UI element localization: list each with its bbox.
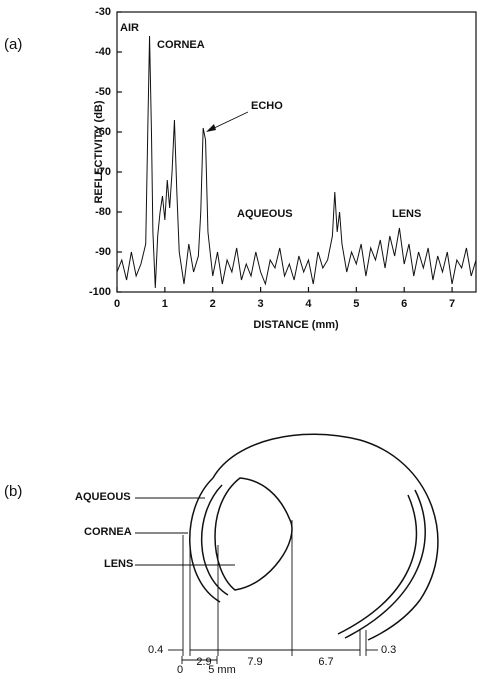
x-tick-label: 3 xyxy=(258,298,264,310)
scale-label: 5 mm xyxy=(208,664,236,675)
y-tick-label: -60 xyxy=(95,126,111,138)
annotation: CORNEA xyxy=(157,39,205,51)
x-tick-label: 5 xyxy=(353,298,359,310)
dimension-label: 2.9 xyxy=(196,656,211,668)
x-axis-label: DISTANCE (mm) xyxy=(253,319,339,331)
annotation: LENS xyxy=(392,208,421,220)
x-tick-label: 2 xyxy=(210,298,216,310)
x-tick-label: 7 xyxy=(449,298,455,310)
y-tick-label: -50 xyxy=(95,86,111,98)
sclera-inner xyxy=(337,494,418,635)
dimension-label: 7.9 xyxy=(247,656,262,668)
cornea-outer xyxy=(189,477,221,603)
dimension-label: 0.3 xyxy=(381,644,396,656)
dimension-label: 0.4 xyxy=(148,644,163,656)
y-tick-label: -80 xyxy=(95,206,111,218)
annotation: AIR xyxy=(120,22,139,34)
signal-trace xyxy=(116,35,477,289)
y-axis-label: REFLECTIVITY (dB) xyxy=(93,100,105,203)
scale-label: 0 xyxy=(177,664,183,675)
plot-frame xyxy=(116,11,477,293)
panel-label: (b) xyxy=(4,483,22,500)
annotation: AQUEOUS xyxy=(237,208,293,220)
eye-diagram xyxy=(135,433,439,664)
structure-label: LENS xyxy=(104,558,133,570)
arrowhead xyxy=(206,124,216,132)
y-tick-label: -30 xyxy=(95,6,111,18)
x-tick-label: 0 xyxy=(114,298,120,310)
y-tick-label: -40 xyxy=(95,46,111,58)
annotation: ECHO xyxy=(251,100,283,112)
structure-label: CORNEA xyxy=(84,526,132,538)
y-tick-label: -70 xyxy=(95,166,111,178)
sclera-outer xyxy=(344,489,426,639)
y-tick-label: -90 xyxy=(95,246,111,258)
arrow xyxy=(209,111,249,131)
dimension-label: 6.7 xyxy=(318,656,333,668)
panel-label: (a) xyxy=(4,36,22,53)
structure-label: AQUEOUS xyxy=(75,491,131,503)
x-tick-label: 6 xyxy=(401,298,407,310)
lens xyxy=(214,477,293,591)
eye-outline xyxy=(212,433,439,641)
x-tick-label: 1 xyxy=(162,298,168,310)
x-tick-label: 4 xyxy=(305,298,312,310)
y-tick-label: -100 xyxy=(89,286,111,298)
